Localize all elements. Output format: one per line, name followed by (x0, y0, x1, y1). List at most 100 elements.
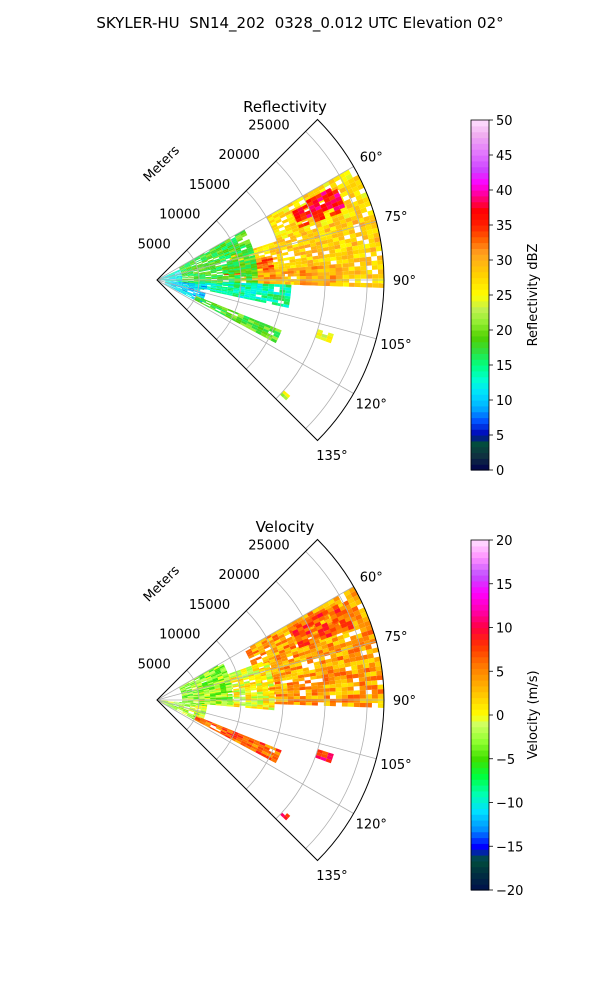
data-cell (333, 192, 341, 199)
data-cell (261, 750, 268, 756)
data-cell (285, 239, 292, 244)
data-cell (251, 665, 259, 670)
data-cell (355, 655, 363, 662)
data-cell (207, 667, 214, 672)
data-cell (257, 704, 263, 708)
data-cell (224, 678, 230, 682)
data-cell (199, 675, 205, 679)
data-cell (347, 597, 355, 605)
data-cell (205, 722, 212, 726)
data-cell (311, 685, 318, 690)
data-cell (176, 283, 183, 286)
data-cell (292, 246, 300, 251)
data-cell (304, 649, 311, 655)
data-cell (295, 623, 303, 629)
data-cell (272, 299, 279, 303)
data-cell (209, 247, 215, 252)
data-cell (316, 244, 323, 250)
data-cell (315, 334, 322, 340)
data-cell (301, 635, 308, 641)
data-cell (257, 266, 263, 269)
data-cell (291, 227, 299, 233)
data-cell (246, 246, 253, 251)
data-cell (171, 281, 178, 283)
data-cell (275, 274, 282, 277)
colorbar-step (471, 720, 489, 728)
data-cell (261, 261, 268, 265)
data-cell (182, 709, 189, 713)
data-cell (245, 700, 252, 703)
data-cell (310, 195, 318, 202)
data-cell (228, 273, 235, 276)
data-cell (198, 690, 204, 693)
colorbar-step (471, 825, 489, 833)
data-cell (174, 269, 181, 273)
colorbar-step (471, 685, 489, 693)
data-cell (189, 283, 196, 285)
data-cell (175, 277, 183, 279)
data-cell (343, 589, 351, 597)
data-cell (230, 735, 237, 740)
data-cell (332, 617, 340, 624)
data-cell (187, 291, 193, 295)
data-cell (187, 692, 193, 695)
data-cell (162, 700, 169, 703)
data-cell (224, 253, 231, 257)
data-cell (250, 259, 257, 263)
data-cell (233, 266, 240, 269)
data-cell (364, 247, 371, 253)
data-cell (205, 282, 211, 285)
data-cell (371, 680, 378, 686)
colorbar-step (471, 837, 489, 844)
data-cell (179, 266, 186, 270)
data-cell (348, 266, 355, 271)
data-cell (321, 622, 329, 629)
data-cell (334, 599, 343, 606)
data-cell (295, 662, 302, 667)
data-cell (274, 681, 281, 685)
data-cell (203, 691, 210, 694)
data-cell (261, 330, 268, 336)
data-cell (256, 285, 263, 289)
data-cell (177, 282, 184, 284)
data-cell (214, 667, 220, 672)
data-cell (190, 705, 196, 707)
data-cell (227, 290, 234, 293)
data-cell (199, 253, 206, 258)
data-cell (349, 233, 357, 239)
colorbar-step (471, 411, 489, 419)
data-cell (335, 252, 342, 257)
data-cell (234, 319, 241, 325)
data-cell (203, 671, 210, 676)
data-cell (284, 295, 291, 300)
data-cell (285, 290, 292, 294)
data-cell (209, 726, 216, 731)
data-cell (188, 284, 195, 287)
data-cell (269, 281, 276, 285)
data-cell (304, 243, 311, 249)
data-cell (256, 689, 263, 693)
data-cell (274, 284, 280, 287)
data-cell (341, 209, 349, 216)
data-cell (266, 213, 273, 220)
data-cell (294, 252, 301, 257)
data-cell (216, 285, 223, 288)
data-cell (169, 280, 176, 281)
data-cell (281, 205, 289, 211)
data-cell (348, 211, 356, 218)
data-cell (226, 693, 233, 696)
data-cell (360, 274, 367, 279)
data-cell (375, 665, 383, 672)
data-cell (181, 274, 188, 276)
data-cell (321, 206, 329, 212)
data-cell (357, 198, 365, 206)
data-cell (221, 246, 228, 251)
data-cell (198, 674, 205, 678)
data-cell (272, 226, 279, 232)
data-cell (306, 253, 313, 258)
data-cell (234, 739, 241, 745)
data-cell (327, 598, 335, 606)
data-cell (179, 702, 185, 704)
colorbar-step (471, 831, 489, 839)
data-cell (185, 266, 192, 270)
